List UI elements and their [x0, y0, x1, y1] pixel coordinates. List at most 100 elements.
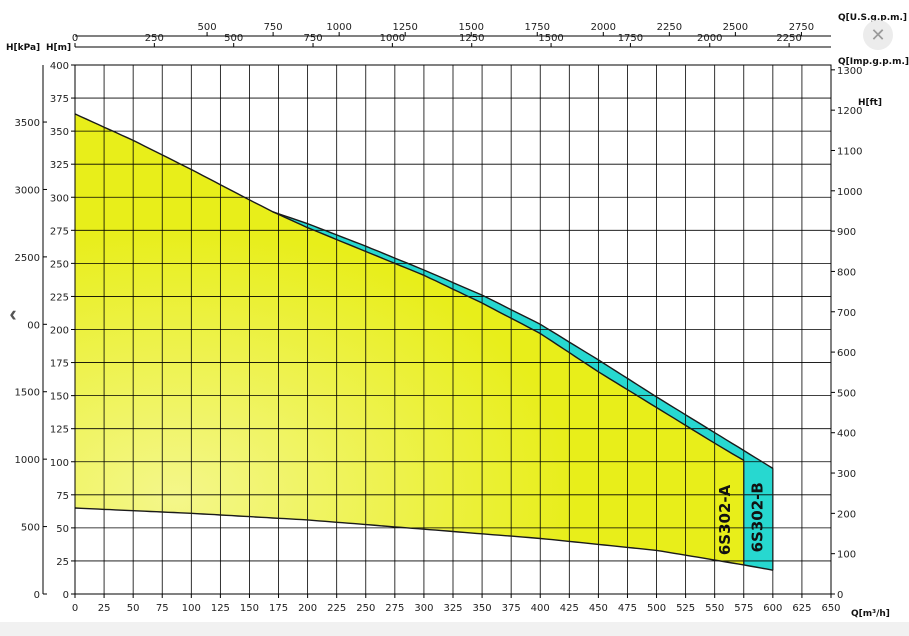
x-top-us-tick-label: 2250 [657, 22, 682, 33]
y-left-m-tick-label: 200 [50, 326, 69, 337]
y-left-kpa-tick-label: 2500 [15, 253, 40, 264]
y-right-ft-tick-label: 700 [837, 308, 856, 319]
x-bottom-tick-label: 275 [385, 603, 404, 614]
x-top-imp-tick-label: 1250 [459, 33, 484, 44]
y-left-m-tick-label: 325 [50, 160, 69, 171]
y-right-ft-tick-label: 900 [837, 227, 856, 238]
x-top-imp-tick-label: 2000 [697, 33, 722, 44]
y-right-ft-tick-label: 1100 [837, 146, 862, 157]
y-left-kpa-axis-title: H[kPa] [6, 43, 40, 53]
y-left-m-tick-label: 75 [56, 491, 69, 502]
x-bottom-tick-label: 50 [127, 603, 140, 614]
x-bottom-tick-label: 475 [618, 603, 637, 614]
x-bottom-tick-label: 125 [211, 603, 230, 614]
x-bottom-tick-label: 300 [414, 603, 433, 614]
x-bottom-tick-label: 400 [531, 603, 550, 614]
y-left-m-axis-title: H[m] [46, 43, 71, 53]
x-bottom-tick-label: 425 [560, 603, 579, 614]
x-top-imp-tick-label: 0 [72, 33, 78, 44]
y-left-m-tick-label: 275 [50, 226, 69, 237]
x-bottom-tick-label: 600 [763, 603, 782, 614]
x-bottom-tick-label: 650 [821, 603, 840, 614]
area-fills [75, 113, 773, 571]
y-left-m-tick-label: 225 [50, 292, 69, 303]
x-bottom-tick-label: 250 [356, 603, 375, 614]
x-bottom-tick-label: 75 [156, 603, 169, 614]
x-top-us-tick-label: 2000 [591, 22, 616, 33]
x-bottom-tick-label: 200 [298, 603, 317, 614]
y-right-ft-tick-label: 1300 [837, 66, 862, 77]
y-left-m-tick-label: 0 [63, 590, 69, 601]
x-top-us-tick-label: 1500 [458, 22, 483, 33]
y-left-m-tick-label: 100 [50, 458, 69, 469]
x-bottom-tick-label: 150 [240, 603, 259, 614]
x-bottom-tick-label: 625 [792, 603, 811, 614]
x-bottom-tick-label: 25 [98, 603, 111, 614]
curve-6s302-b-upper [272, 211, 774, 469]
y-left-m-tick-label: 50 [56, 524, 69, 535]
x-top-us-tick-label: 750 [264, 22, 283, 33]
x-top-us-tick-label: 1250 [392, 22, 417, 33]
x-top-imp-tick-label: 750 [303, 33, 322, 44]
x-top-imp-tick-label: 500 [224, 33, 243, 44]
x-bottom-tick-label: 0 [72, 603, 78, 614]
axes: 0 25 50 75 100 125 150 175 200 225 250 275 300 325 350… [6, 13, 909, 619]
y-right-ft-tick-label: 1000 [837, 187, 862, 198]
series-label-6s302-a: 6S302-A [716, 484, 734, 555]
x-top-imp-tick-label: 2250 [776, 33, 801, 44]
y-left-m-tick-label: 125 [50, 425, 69, 436]
y-right-ft-tick-label: 800 [837, 267, 856, 278]
x-bottom-tick-label: 550 [705, 603, 724, 614]
y-left-kpa-tick-label: 00 [27, 320, 40, 331]
series-labels: 6S302-A 6S302-B [716, 482, 767, 555]
prev-arrow-icon[interactable]: ‹ [9, 301, 17, 326]
y-right-ft-tick-label: 300 [837, 469, 856, 480]
series-label-6s302-b: 6S302-B [748, 482, 766, 552]
y-left-kpa-tick-label: 0 [34, 590, 40, 601]
x-bottom-tick-label: 100 [182, 603, 201, 614]
x-bottom-tick-label: 375 [502, 603, 521, 614]
y-right-ft-tick-label: 600 [837, 348, 856, 359]
x-bottom-tick-label: 450 [589, 603, 608, 614]
x-top-us-tick-label: 2750 [789, 22, 814, 33]
x-top-us-axis-title: Q[U.S.g.p.m.] [838, 13, 907, 23]
y-left-kpa-tick-label: 1000 [15, 455, 40, 466]
y-left-m-tick-label: 350 [50, 127, 69, 138]
y-left-m-tick-label: 250 [50, 259, 69, 270]
curve-6s302-a-upper [74, 113, 745, 462]
y-left-kpa-tick-label: 3000 [15, 185, 40, 196]
x-top-us-tick-label: 1000 [326, 22, 351, 33]
x-bottom-tick-label: 525 [676, 603, 695, 614]
x-bottom-tick-label: 575 [734, 603, 753, 614]
y-left-m-tick-label: 25 [56, 557, 69, 568]
x-top-imp-tick-label: 1500 [538, 33, 563, 44]
y-left-m-tick-label: 300 [50, 193, 69, 204]
y-left-m-tick-label: 375 [50, 94, 69, 105]
y-left-kpa-tick-label: 500 [21, 523, 40, 534]
x-top-imp-tick-label: 1000 [380, 33, 405, 44]
curve-lower-limit [74, 507, 773, 571]
close-icon[interactable]: ✕ [863, 20, 893, 50]
y-right-ft-tick-label: 100 [837, 550, 856, 561]
y-right-ft-tick-label: 400 [837, 429, 856, 440]
y-right-ft-tick-label: 500 [837, 388, 856, 399]
y-left-m-tick-label: 150 [50, 392, 69, 403]
x-top-imp-axis-title: Q[Imp.g.p.m.] [838, 57, 909, 67]
curve-lines [74, 113, 774, 571]
x-bottom-tick-label: 500 [647, 603, 666, 614]
x-top-imp-tick-label: 1750 [618, 33, 643, 44]
x-top-us-tick-label: 2500 [723, 22, 748, 33]
x-bottom-axis-title: Q[m³/h] [851, 609, 890, 619]
y-left-m-tick-label: 400 [50, 61, 69, 72]
y-left-m-tick-label: 175 [50, 359, 69, 370]
y-right-ft-tick-label: 200 [837, 509, 856, 520]
area-6s302-a [75, 113, 744, 565]
x-top-us-tick-label: 500 [198, 22, 217, 33]
y-right-ft-tick-label: 0 [837, 590, 843, 601]
y-right-ft-axis-title: H[ft] [858, 98, 882, 108]
x-top-imp-tick-label: 250 [145, 33, 164, 44]
x-top-us-tick-label: 1750 [525, 22, 550, 33]
x-bottom-tick-label: 325 [443, 603, 462, 614]
bottom-strip [0, 622, 909, 636]
